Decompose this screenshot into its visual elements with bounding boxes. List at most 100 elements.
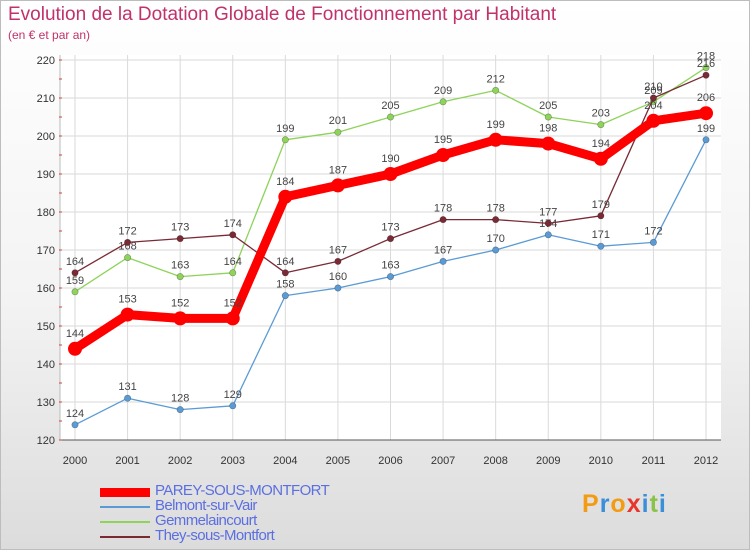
data-label: 209 — [644, 85, 662, 97]
data-label: 171 — [592, 229, 610, 241]
data-label: 174 — [224, 218, 242, 230]
data-label: 190 — [381, 153, 399, 165]
data-label: 204 — [644, 100, 662, 112]
data-label: 179 — [592, 199, 610, 211]
x-tick-label: 2004 — [273, 455, 297, 467]
logo-letter: i — [641, 490, 650, 518]
data-label: 167 — [329, 244, 347, 256]
data-label: 201 — [329, 115, 347, 127]
data-point — [593, 151, 608, 166]
data-label: 178 — [486, 203, 504, 215]
data-point — [492, 246, 500, 254]
data-label: 199 — [697, 123, 715, 135]
data-point — [68, 341, 82, 356]
data-point — [439, 257, 447, 265]
legend-swatch — [100, 487, 150, 497]
data-label: 218 — [697, 51, 715, 63]
legend-label: PAREY-SOUS-MONTFORT — [155, 482, 330, 499]
legend-item: They-sous-Montfort — [100, 527, 420, 544]
chart-title: Evolution de la Dotation Globale de Fonc… — [8, 4, 557, 25]
data-point — [281, 136, 289, 144]
data-point — [488, 132, 503, 147]
data-label: 144 — [66, 328, 84, 340]
data-point — [439, 216, 447, 224]
data-point — [541, 136, 556, 151]
data-point — [124, 254, 132, 262]
data-point — [281, 269, 289, 277]
data-point — [597, 121, 605, 129]
data-label: 152 — [224, 297, 242, 309]
data-label: 173 — [171, 222, 189, 234]
x-tick-label: 2002 — [168, 455, 192, 467]
data-point — [544, 231, 552, 239]
x-tick-label: 2003 — [221, 455, 245, 467]
data-point — [71, 421, 79, 429]
data-label: 163 — [381, 260, 399, 272]
data-label: 199 — [276, 123, 294, 135]
logo-letter: o — [610, 490, 627, 518]
chart-subtitle: (en € et par an) — [8, 28, 91, 42]
y-tick-label: 120 — [37, 435, 55, 447]
logo-letter: P — [582, 490, 600, 518]
data-label: 160 — [329, 271, 347, 283]
data-point — [229, 231, 237, 239]
logo-letter: x — [626, 490, 642, 518]
data-point — [334, 128, 342, 136]
y-tick-label: 140 — [37, 359, 55, 371]
data-label: 124 — [66, 408, 84, 420]
x-tick-label: 2009 — [536, 455, 560, 467]
data-point — [334, 257, 342, 265]
data-point — [597, 212, 605, 220]
y-tick-label: 190 — [37, 169, 55, 181]
data-point — [281, 292, 289, 300]
data-label: 167 — [434, 244, 452, 256]
data-label: 205 — [539, 100, 557, 112]
data-point — [386, 235, 394, 243]
data-label: 212 — [486, 73, 504, 85]
data-label: 168 — [118, 241, 136, 253]
legend-swatch — [100, 505, 150, 508]
data-point — [702, 71, 710, 79]
data-label: 164 — [224, 256, 242, 268]
legend: PAREY-SOUS-MONTFORT Belmont-sur-Vair Gemme… — [100, 482, 420, 544]
x-tick-label: 2012 — [694, 455, 718, 467]
data-point — [173, 311, 188, 326]
data-point — [330, 178, 345, 193]
legend-item: Belmont-sur-Vair — [100, 497, 420, 514]
y-tick-label: 170 — [37, 245, 55, 257]
legend-swatch — [100, 535, 150, 538]
x-tick-label: 2001 — [115, 455, 139, 467]
data-label: 172 — [644, 225, 662, 237]
legend-item: Gemmelaincourt — [100, 512, 420, 529]
data-point — [120, 307, 135, 322]
data-label: 210 — [644, 81, 662, 93]
data-label: 163 — [171, 260, 189, 272]
data-point — [278, 189, 293, 204]
data-label: 195 — [434, 134, 452, 146]
data-label: 209 — [434, 85, 452, 97]
data-point — [334, 284, 342, 292]
data-point — [492, 216, 500, 224]
data-label: 187 — [329, 164, 347, 176]
data-label: 153 — [118, 294, 136, 306]
data-point — [544, 219, 552, 227]
data-point — [229, 269, 237, 277]
legend-label: They-sous-Montfort — [155, 527, 275, 544]
data-point — [436, 148, 451, 162]
data-label: 216 — [697, 58, 715, 70]
x-tick-label: 2010 — [589, 455, 613, 467]
logo-letter: i — [658, 490, 667, 518]
data-label: 199 — [486, 119, 504, 131]
y-tick-label: 220 — [37, 55, 55, 67]
data-label: 170 — [486, 233, 504, 245]
data-point — [176, 273, 184, 281]
y-tick-label: 150 — [37, 321, 55, 333]
x-tick-label: 2008 — [483, 455, 507, 467]
data-label: 131 — [118, 381, 136, 393]
data-point — [124, 394, 132, 402]
data-label: 178 — [434, 203, 452, 215]
data-label: 173 — [381, 222, 399, 234]
data-point — [176, 406, 184, 414]
data-point — [229, 402, 237, 410]
